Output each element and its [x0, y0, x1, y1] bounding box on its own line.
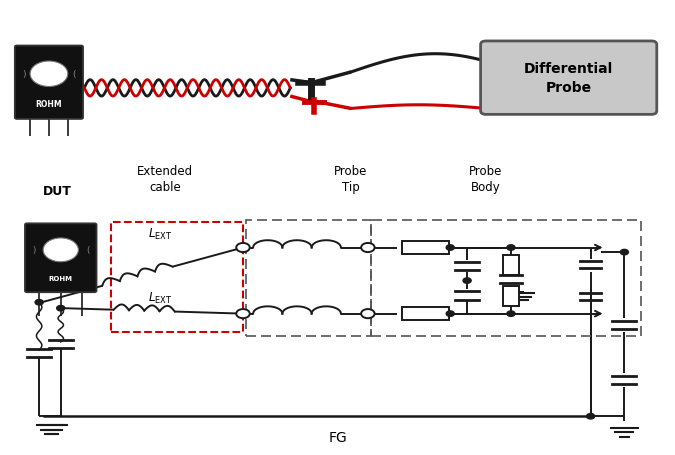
Text: ): ) [32, 246, 36, 255]
Text: Extended
cable: Extended cable [137, 164, 194, 193]
Text: $L_{\mathrm{EXT}}$: $L_{\mathrm{EXT}}$ [148, 227, 173, 242]
Text: ROHM: ROHM [36, 100, 62, 109]
Bar [402, 242, 449, 254]
FancyBboxPatch shape [481, 42, 657, 115]
Circle shape [446, 245, 454, 251]
Bar [111, 223, 243, 332]
Circle shape [507, 245, 515, 251]
Circle shape [446, 311, 454, 317]
FancyBboxPatch shape [15, 46, 83, 120]
Circle shape [57, 306, 65, 311]
FancyBboxPatch shape [25, 224, 97, 293]
Circle shape [361, 243, 375, 253]
Bar [246, 221, 371, 337]
Circle shape [463, 278, 471, 284]
Circle shape [35, 300, 43, 305]
Circle shape [507, 311, 515, 317]
Circle shape [30, 62, 68, 87]
Text: (: ( [72, 70, 76, 79]
Text: Differential
Probe: Differential Probe [524, 62, 614, 95]
Circle shape [587, 414, 595, 419]
Text: ROHM: ROHM [49, 275, 73, 281]
Circle shape [236, 243, 250, 253]
Circle shape [361, 309, 375, 318]
Text: Probe
Tip: Probe Tip [334, 164, 368, 193]
Bar [503, 255, 519, 275]
Text: DUT: DUT [43, 185, 72, 198]
Circle shape [620, 250, 628, 255]
Text: (: ( [86, 246, 89, 255]
Circle shape [236, 309, 250, 318]
Bar [402, 308, 449, 320]
Bar [371, 221, 641, 337]
Text: Probe
Body: Probe Body [469, 164, 503, 193]
Text: FG: FG [328, 430, 347, 444]
Circle shape [43, 238, 78, 262]
Text: $L_{\mathrm{EXT}}$: $L_{\mathrm{EXT}}$ [148, 290, 173, 306]
Bar [503, 287, 519, 307]
Text: ): ) [22, 70, 26, 79]
